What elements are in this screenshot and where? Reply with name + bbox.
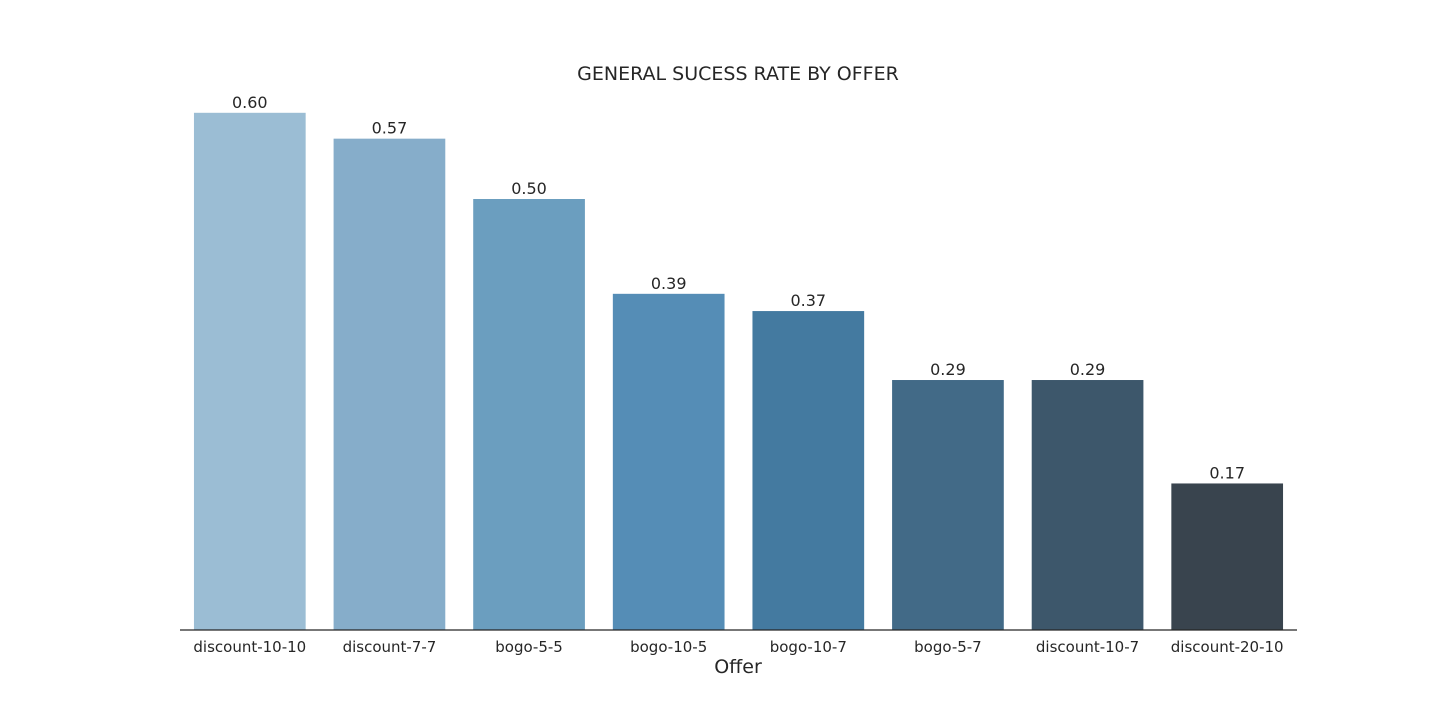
value-label-bogo-10-7: 0.37 bbox=[790, 291, 826, 310]
bar-bogo-10-7 bbox=[752, 311, 865, 630]
bars-layer bbox=[193, 112, 1284, 631]
bar-discount-10-10 bbox=[193, 112, 306, 631]
value-labels-layer: 0.60 0.57 0.50 0.39 0.37 0.29 0.29 0.17 bbox=[232, 93, 1245, 483]
x-tick-label-bogo-10-7: bogo-10-7 bbox=[770, 638, 847, 656]
x-tick-label-discount-20-10: discount-20-10 bbox=[1171, 638, 1284, 656]
bar-bogo-5-7 bbox=[892, 380, 1004, 630]
value-label-bogo-10-5: 0.39 bbox=[651, 274, 687, 293]
x-tick-label-discount-7-7: discount-7-7 bbox=[343, 638, 437, 656]
x-tick-labels-layer: discount-10-10 discount-7-7 bogo-5-5 bogo-1… bbox=[193, 638, 1283, 656]
value-label-discount-7-7: 0.57 bbox=[372, 119, 408, 138]
bar-bogo-10-5 bbox=[612, 293, 725, 630]
x-tick-label-discount-10-7: discount-10-7 bbox=[1036, 638, 1139, 656]
bar-discount-7-7 bbox=[333, 138, 446, 630]
bar-bogo-5-5 bbox=[473, 199, 585, 630]
x-tick-label-bogo-10-5: bogo-10-5 bbox=[630, 638, 707, 656]
chart-title: GENERAL SUCESS RATE BY OFFER bbox=[577, 63, 899, 85]
value-label-discount-10-10: 0.60 bbox=[232, 93, 268, 112]
x-tick-label-discount-10-10: discount-10-10 bbox=[193, 638, 306, 656]
value-label-discount-20-10: 0.17 bbox=[1209, 463, 1245, 482]
x-tick-label-bogo-5-5: bogo-5-5 bbox=[495, 638, 563, 656]
x-axis-label: Offer bbox=[714, 656, 762, 678]
bar-discount-10-7 bbox=[1031, 380, 1144, 630]
value-label-discount-10-7: 0.29 bbox=[1070, 360, 1106, 379]
x-tick-label-bogo-5-7: bogo-5-7 bbox=[914, 638, 982, 656]
bar-discount-20-10 bbox=[1171, 483, 1284, 630]
value-label-bogo-5-5: 0.50 bbox=[511, 179, 547, 198]
value-label-bogo-5-7: 0.29 bbox=[930, 360, 966, 379]
